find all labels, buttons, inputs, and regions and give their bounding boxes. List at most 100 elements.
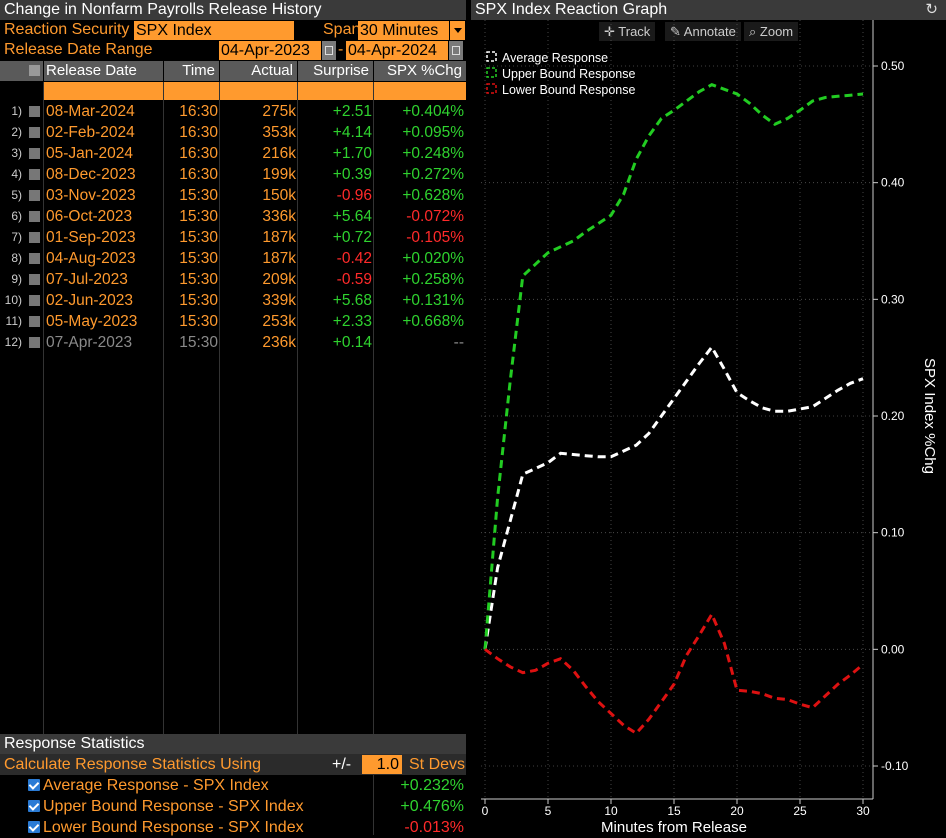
release-date-cell: 07-Apr-2023 [46, 334, 133, 351]
table-row[interactable]: 11) 05-May-2023 15:30 253k +2.33 +0.668% [0, 311, 466, 332]
table-row[interactable]: 7) 01-Sep-2023 15:30 187k +0.72 -0.105% [0, 227, 466, 248]
y-tick-label: 0.40 [881, 176, 905, 190]
column-divider [163, 82, 164, 734]
spx-chg-cell: -0.072% [406, 208, 464, 225]
stats-label: Lower Bound Response - SPX Index [43, 819, 304, 836]
filter-release-date[interactable] [44, 82, 163, 100]
spx-chg-cell: +0.095% [402, 124, 464, 141]
spx-chg-cell: +0.668% [402, 313, 464, 330]
stats-value: +0.232% [400, 777, 464, 794]
time-cell: 15:30 [179, 271, 218, 288]
col-actual[interactable]: Actual [220, 61, 297, 81]
actual-cell: 236k [262, 334, 296, 351]
annotate-button[interactable]: ✎ Annotate [665, 22, 741, 41]
actual-cell: 199k [262, 166, 296, 183]
legend-swatch [486, 83, 497, 94]
x-tick-label: 20 [730, 804, 744, 818]
table-row[interactable]: 3) 05-Jan-2024 16:30 216k +1.70 +0.248% [0, 143, 466, 164]
row-checkbox[interactable] [29, 253, 40, 264]
table-row[interactable]: 1) 08-Mar-2024 16:30 275k +2.51 +0.404% [0, 101, 466, 122]
surprise-cell: +0.14 [332, 334, 372, 351]
row-checkbox[interactable] [29, 232, 40, 243]
spx-chg-cell: +0.131% [402, 292, 464, 309]
y-tick-label: -0.10 [881, 759, 909, 773]
row-number: 3) [11, 146, 22, 160]
time-cell: 15:30 [179, 229, 218, 246]
stats-title: Response Statistics [0, 734, 466, 754]
spx-chg-cell: -- [453, 334, 464, 351]
actual-cell: 275k [262, 103, 296, 120]
table-row[interactable]: 5) 03-Nov-2023 15:30 150k -0.96 +0.628% [0, 185, 466, 206]
panel-title: Change in Nonfarm Payrolls Release Histo… [0, 0, 466, 20]
span-field[interactable]: 30 Minutes [358, 21, 450, 40]
surprise-cell: +2.33 [332, 313, 372, 330]
table-row[interactable]: 8) 04-Aug-2023 15:30 187k -0.42 +0.020% [0, 248, 466, 269]
table-row[interactable]: 4) 08-Dec-2023 16:30 199k +0.39 +0.272% [0, 164, 466, 185]
range-start-field[interactable]: 04-Apr-2023 [219, 41, 321, 60]
pencil-icon: ✎ [670, 24, 684, 39]
row-checkbox[interactable] [29, 190, 40, 201]
row-checkbox[interactable] [29, 106, 40, 117]
col-release-date[interactable]: Release Date [44, 61, 163, 81]
filter-actual[interactable] [220, 82, 297, 100]
y-tick-label: 0.50 [881, 59, 905, 73]
refresh-icon[interactable]: ↻ [925, 1, 938, 18]
col-spx-chg[interactable]: SPX %Chg [374, 61, 466, 81]
stats-calc-label: Calculate Response Statistics Using [4, 756, 262, 773]
table-row[interactable]: 6) 06-Oct-2023 15:30 336k +5.64 -0.072% [0, 206, 466, 227]
zoom-button[interactable]: ⌕ Zoom [744, 22, 799, 41]
x-tick-label: 0 [482, 804, 489, 818]
stats-item[interactable]: Lower Bound Response - SPX Index -0.013% [0, 817, 466, 838]
stats-checkbox[interactable] [28, 821, 40, 833]
row-checkbox[interactable] [29, 127, 40, 138]
stats-item[interactable]: Upper Bound Response - SPX Index +0.476% [0, 796, 466, 817]
row-checkbox[interactable] [29, 211, 40, 222]
row-checkbox[interactable] [29, 169, 40, 180]
reaction-chart[interactable]: -0.10 0.00 0.10 0.20 0.30 0.40 0.50 0 5 10 15 20 25 3… [471, 20, 946, 835]
legend-label: Lower Bound Response [502, 83, 635, 97]
table-row[interactable]: 10) 02-Jun-2023 15:30 339k +5.68 +0.131% [0, 290, 466, 311]
release-date-cell: 08-Dec-2023 [46, 166, 136, 183]
stats-checkbox[interactable] [28, 779, 40, 791]
graph-title-bar: SPX Index Reaction Graph ↻ [471, 0, 946, 20]
col-time[interactable]: Time [164, 61, 219, 81]
magnifier-icon: ⌕ [749, 24, 760, 39]
row-number: 9) [11, 272, 22, 286]
stats-checkbox[interactable] [28, 800, 40, 812]
column-divider [373, 82, 374, 734]
stats-item[interactable]: Average Response - SPX Index +0.232% [0, 775, 466, 796]
stats-stdev-field[interactable]: 1.0 [362, 755, 402, 774]
release-date-cell: 03-Nov-2023 [46, 187, 136, 204]
table-row[interactable]: 2) 02-Feb-2024 16:30 353k +4.14 +0.095% [0, 122, 466, 143]
table-row[interactable]: 9) 07-Jul-2023 15:30 209k -0.59 +0.258% [0, 269, 466, 290]
filter-time[interactable] [164, 82, 219, 100]
row-checkbox[interactable] [29, 148, 40, 159]
row-number: 2) [11, 125, 22, 139]
spx-chg-cell: +0.628% [402, 187, 464, 204]
row-number: 11) [5, 314, 22, 328]
track-button[interactable]: ✛ Track [599, 22, 656, 41]
filter-surprise[interactable] [298, 82, 373, 100]
surprise-cell: +4.14 [332, 124, 372, 141]
table-row[interactable]: 12) 07-Apr-2023 15:30 236k +0.14 -- [0, 332, 466, 353]
stats-stdev-label: St Devs [409, 756, 466, 773]
row-checkbox[interactable] [29, 316, 40, 327]
actual-cell: 339k [262, 292, 296, 309]
spx-chg-cell: -0.105% [406, 229, 464, 246]
surprise-cell: -0.59 [336, 271, 372, 288]
col-surprise[interactable]: Surprise [298, 61, 373, 81]
row-checkbox[interactable] [29, 274, 40, 285]
filter-spx-chg[interactable] [374, 82, 466, 100]
range-end-field[interactable]: 04-Apr-2024 [346, 41, 448, 60]
reaction-security-field[interactable]: SPX Index [134, 21, 294, 40]
actual-cell: 216k [262, 145, 296, 162]
span-dropdown-icon[interactable] [449, 21, 465, 40]
series-line-lower-bound-response [484, 611, 864, 736]
row-checkbox[interactable] [29, 337, 40, 348]
row-checkbox[interactable] [29, 295, 40, 306]
calendar-icon[interactable] [449, 41, 463, 60]
calendar-icon[interactable] [322, 41, 336, 60]
select-all-checkbox[interactable] [29, 65, 40, 76]
time-cell: 15:30 [179, 208, 218, 225]
stats-calc-row: Calculate Response Statistics Using +/- … [0, 754, 466, 775]
